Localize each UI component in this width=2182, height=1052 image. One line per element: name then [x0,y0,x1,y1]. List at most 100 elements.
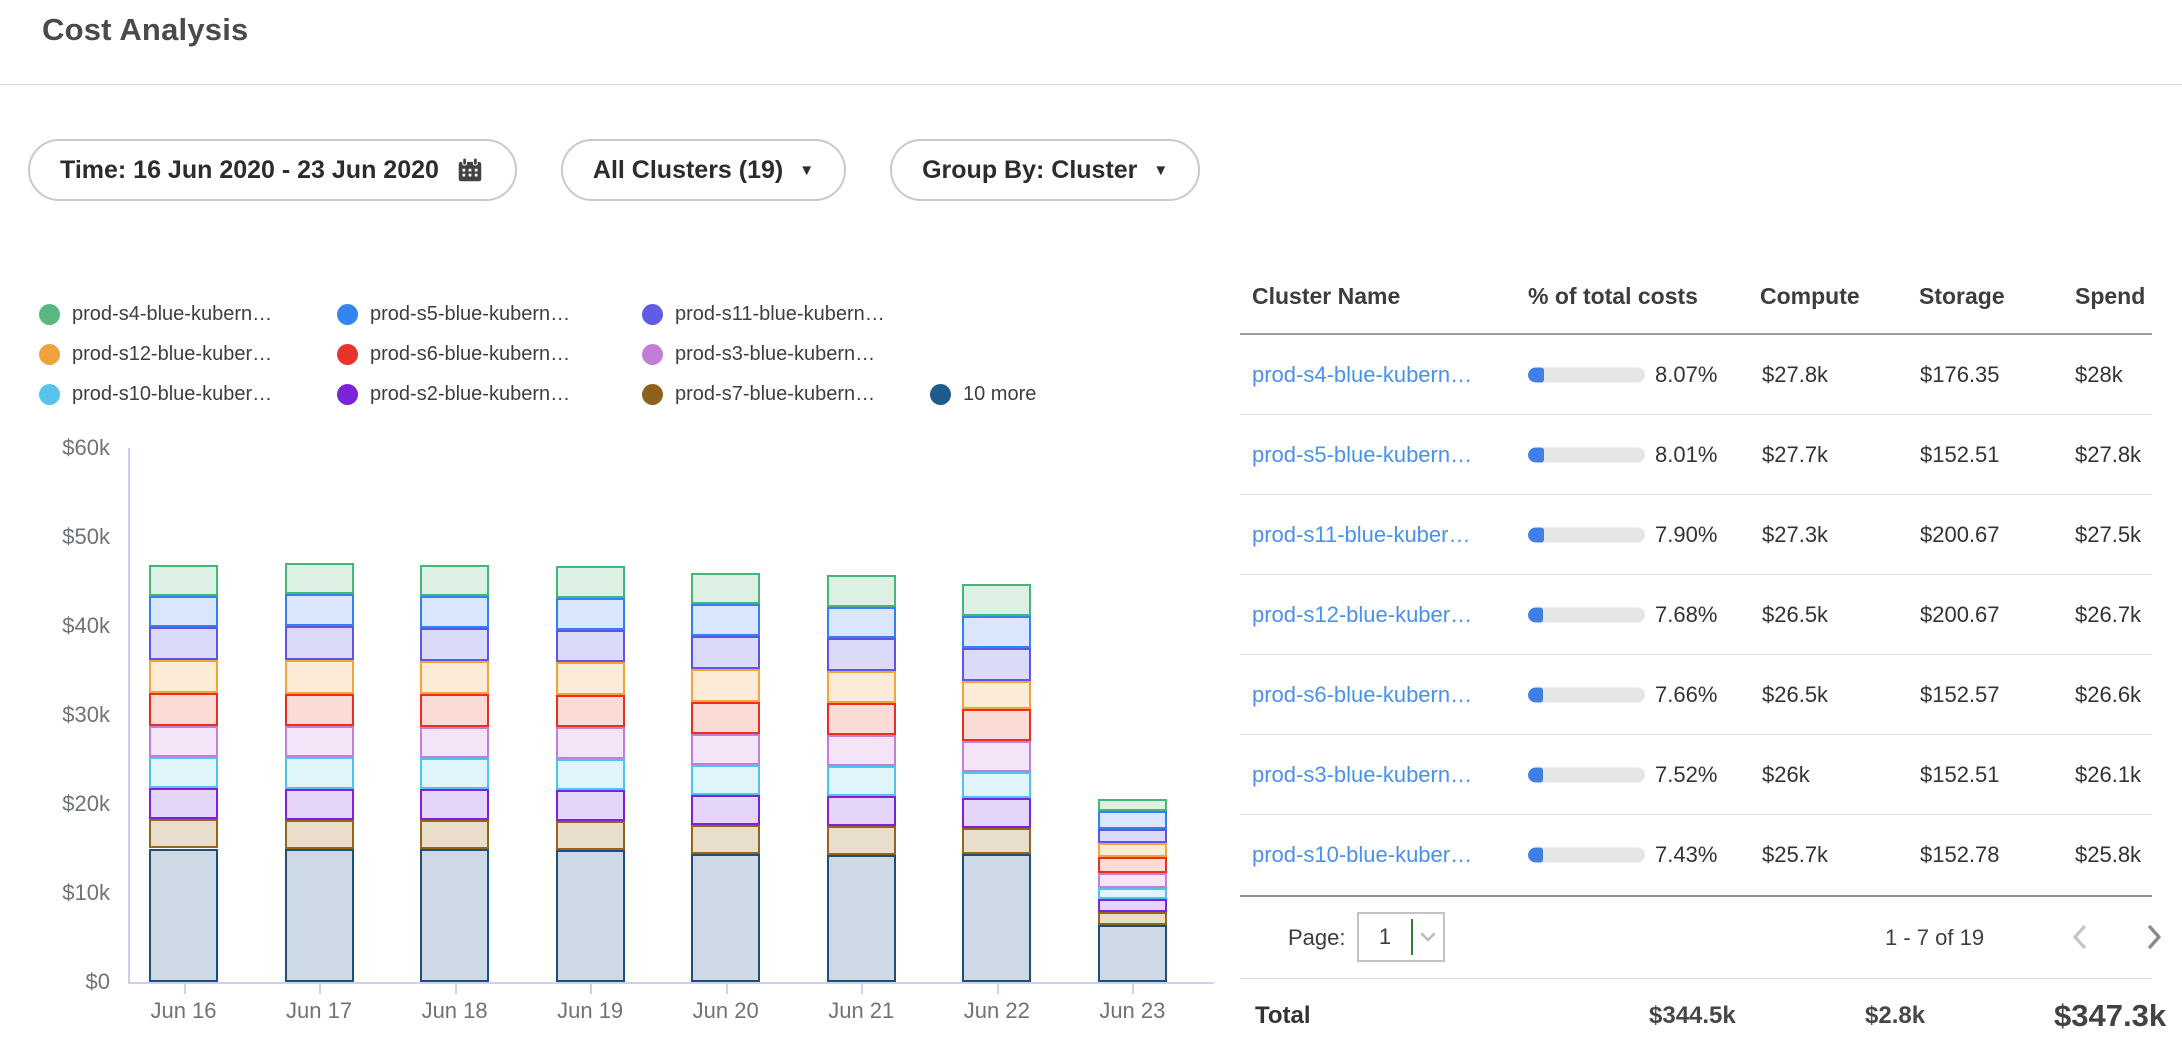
cluster-link[interactable]: prod-s5-blue-kubern… [1252,442,1473,467]
col-header-cluster-name[interactable]: Cluster Name [1252,283,1401,309]
spend-value: $27.5k [2075,522,2142,547]
storage-value: $152.51 [1920,762,2000,787]
calendar-icon [458,157,482,182]
bar-segment-prod-s5 [691,603,761,636]
row-divider [1240,814,2152,815]
legend-dot [337,343,358,365]
total-compute-value: $344.5k [1649,1002,1736,1029]
bar-segment-prod-s5 [1097,811,1167,829]
row-divider [1240,494,2152,495]
pct-progress-fill [1528,527,1544,543]
col-header-pct-total-costs[interactable]: % of total costs [1528,283,1698,309]
legend-item-prod-s10[interactable]: prod-s10-blue-kuber… [39,380,272,408]
col-header-spend[interactable]: Spend [2075,283,2146,309]
col-header-compute[interactable]: Compute [1760,283,1860,309]
cluster-link[interactable]: prod-s3-blue-kubern… [1252,762,1473,787]
legend-item-prod-s11[interactable]: prod-s11-blue-kubern… [642,300,885,328]
legend-item-prod-s2[interactable]: prod-s2-blue-kubern… [337,380,570,408]
table-row: prod-s5-blue-kubern… 8.01% $27.7k $152.51 $2… [1240,415,2152,495]
page-select-caret [1411,919,1413,955]
legend-label: prod-s12-blue-kuber… [72,342,273,365]
pct-value: 7.68% [1655,602,1718,627]
pct-progress-fill [1528,847,1543,863]
bar-segment-prod-s10 [826,765,896,796]
bar-segment-prod-s4 [826,575,896,608]
legend-item-prod-s12[interactable]: prod-s12-blue-kuber… [39,340,272,368]
pagination-bar: Page: 1 1 - 7 of 19 [1240,897,2161,978]
bar-segment-prod-s11 [1097,828,1167,844]
bar-segment-prod-s2 [962,797,1032,829]
pct-value: 7.43% [1655,842,1718,867]
bar-segment-prod-s11 [420,627,490,661]
y-axis-tick-label: $10k [62,880,110,905]
legend-label: prod-s11-blue-kubern… [675,302,885,325]
cluster-link[interactable]: prod-s10-blue-kuber… [1252,842,1473,867]
x-axis-tick [454,982,457,994]
compute-value: $27.7k [1762,442,1829,467]
previous-page-icon[interactable] [2062,919,2098,955]
group-by-filter[interactable]: Group By: Cluster ▼ [890,139,1201,201]
bar-segment-10-more [149,848,218,982]
legend-item-prod-s6[interactable]: prod-s6-blue-kubern… [337,340,570,368]
next-page-icon[interactable] [2136,919,2172,955]
bar-segment-prod-s12 [149,659,218,693]
x-axis-tick [183,982,186,994]
pct-progress-bar [1528,687,1645,703]
bar-segment-prod-s7 [1097,911,1167,926]
bar-segment-prod-s2 [555,789,625,821]
x-axis-tick-label: Jun 23 [1099,998,1166,1023]
x-axis-tick-label: Jun 21 [828,998,895,1023]
pct-value: 7.52% [1655,762,1718,787]
table-row: prod-s12-blue-kuber… 7.68% $26.5k $200.67 $2… [1240,575,2152,655]
total-row: Total $344.5k $2.8k $347.3k [1240,980,2166,1052]
legend-item-prod-s5[interactable]: prod-s5-blue-kubern… [337,300,570,328]
cluster-link[interactable]: prod-s11-blue-kuber… [1252,522,1471,547]
bar-segment-prod-s6 [420,693,490,727]
y-axis-line [128,448,130,984]
row-divider [1240,414,2152,415]
bar-segment-prod-s11 [149,626,218,660]
bar-segment-prod-s12 [1097,843,1167,858]
legend-item-10-more[interactable]: 10 more [930,380,1036,408]
bar-segment-prod-s5 [420,595,490,628]
row-divider [1240,734,2152,735]
bar-segment-prod-s10 [555,758,625,790]
legend-item-prod-s7[interactable]: prod-s7-blue-kubern… [642,380,875,408]
bar-segment-prod-s12 [826,671,896,704]
bar-segment-10-more [284,849,354,982]
bar-segment-prod-s2 [149,787,218,820]
bar-segment-prod-s7 [284,820,354,850]
pct-progress-fill [1528,687,1543,703]
col-header-storage[interactable]: Storage [1919,283,2005,309]
legend-label: 10 more [963,382,1037,405]
storage-value: $176.35 [1920,362,2000,387]
legend-item-prod-s4[interactable]: prod-s4-blue-kubern… [39,300,272,328]
table-row: prod-s4-blue-kubern… 8.07% $27.8k $176.35 $2… [1240,335,2152,415]
page-select[interactable]: 1 [1357,912,1445,962]
pct-progress-bar [1528,607,1645,623]
y-axis-tick-label: $30k [62,702,110,727]
bar-segment-prod-s10 [420,757,490,789]
bar-segment-prod-s7 [555,820,625,851]
bar-segment-10-more [420,849,490,982]
spend-value: $27.8k [2075,442,2142,467]
cluster-link[interactable]: prod-s6-blue-kubern… [1252,682,1473,707]
cluster-link[interactable]: prod-s12-blue-kuber… [1252,602,1473,627]
clusters-filter[interactable]: All Clusters (19) ▼ [560,139,847,201]
pct-progress-bar [1528,847,1645,863]
bar-segment-prod-s4 [284,562,354,594]
storage-value: $152.78 [1920,842,2000,867]
compute-value: $26.5k [1762,682,1829,707]
legend-item-prod-s3[interactable]: prod-s3-blue-kubern… [642,340,875,368]
bar-segment-prod-s12 [420,660,490,694]
time-range-filter[interactable]: Time: 16 Jun 2020 - 23 Jun 2020 [28,139,517,201]
table-footer-divider [1240,895,2152,897]
legend-dot [642,383,663,405]
pct-value: 8.07% [1655,362,1718,387]
cluster-link[interactable]: prod-s4-blue-kubern… [1252,362,1473,387]
bar-segment-prod-s11 [555,629,625,663]
legend-dot [39,303,60,325]
pct-progress-fill [1528,767,1543,783]
row-divider [1240,654,2152,655]
pct-progress-bar [1528,527,1645,543]
